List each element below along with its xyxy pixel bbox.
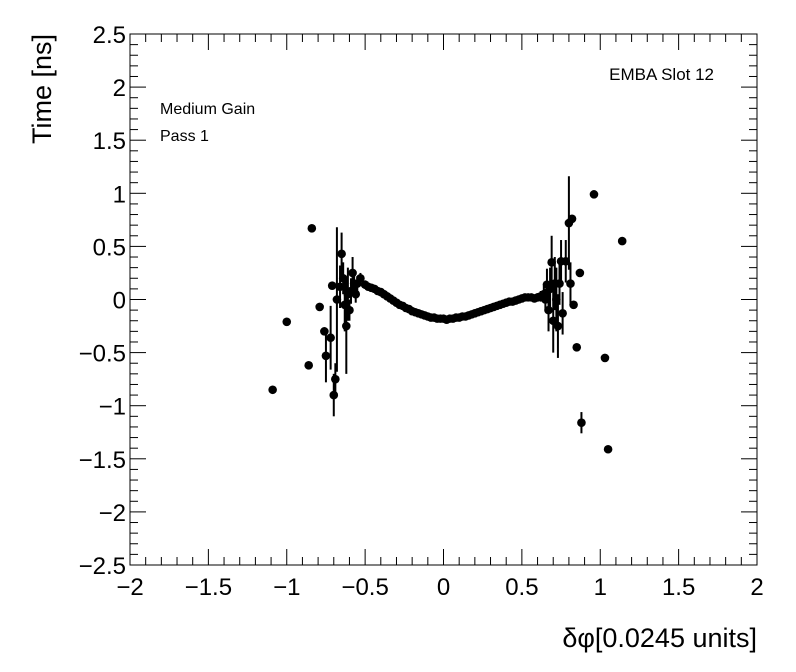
x-tick-label: 1.5 bbox=[662, 574, 695, 601]
y-tick-label: 1 bbox=[113, 181, 126, 208]
x-tick-label: 0 bbox=[437, 574, 450, 601]
data-point bbox=[617, 236, 627, 246]
data-point bbox=[331, 374, 340, 384]
data-point bbox=[329, 390, 339, 400]
data-point bbox=[544, 305, 553, 315]
data-point bbox=[337, 249, 346, 259]
data-point bbox=[345, 305, 354, 315]
y-tick-label: −1 bbox=[99, 394, 126, 421]
x-tick-label: −1.5 bbox=[185, 574, 232, 601]
data-point bbox=[327, 281, 337, 290]
data-points bbox=[268, 176, 627, 454]
data-point bbox=[553, 321, 563, 331]
x-tick-label: −2 bbox=[116, 574, 143, 601]
x-axis-title: δφ[0.0245 units] bbox=[562, 623, 757, 653]
data-point bbox=[348, 268, 357, 278]
y-tick-label: −0.5 bbox=[79, 341, 126, 368]
data-point bbox=[558, 309, 567, 318]
data-point bbox=[589, 190, 599, 199]
data-point bbox=[326, 333, 335, 343]
data-point bbox=[282, 317, 292, 327]
x-tick-label: −1 bbox=[273, 574, 300, 601]
data-point bbox=[572, 342, 582, 352]
y-tick-label: 0 bbox=[113, 288, 126, 315]
data-point bbox=[567, 214, 577, 224]
y-tick-label: −2 bbox=[99, 500, 126, 527]
axis-ticks bbox=[129, 33, 758, 566]
data-point bbox=[320, 327, 329, 336]
y-tick-label: −1.5 bbox=[79, 447, 126, 474]
data-point bbox=[342, 321, 351, 331]
data-point bbox=[321, 351, 331, 361]
y-axis-title: Time [ns] bbox=[27, 34, 57, 144]
axis-tick-labels: −2 −1.5 −1 −0.5 0 0.5 1 1.5 2−2.5−2−1.5−1−0.500.… bbox=[79, 22, 764, 601]
x-tick-label: 1 bbox=[594, 574, 607, 601]
data-point bbox=[307, 224, 317, 233]
gain-annotation: Medium Gain bbox=[160, 101, 255, 118]
y-tick-label: 1.5 bbox=[93, 128, 126, 155]
data-point bbox=[575, 268, 585, 278]
x-tick-label: 2 bbox=[750, 574, 763, 601]
data-point bbox=[268, 385, 277, 395]
data-point bbox=[555, 279, 564, 288]
data-point bbox=[315, 302, 324, 312]
x-tick-label: −0.5 bbox=[341, 574, 388, 601]
data-point bbox=[304, 361, 313, 370]
y-tick-label: 2 bbox=[113, 75, 126, 102]
pass-annotation: Pass 1 bbox=[160, 128, 209, 145]
data-point bbox=[351, 289, 361, 299]
data-point bbox=[356, 273, 365, 283]
data-point bbox=[569, 300, 578, 310]
y-tick-label: 2.5 bbox=[93, 22, 126, 49]
slot-annotation: EMBA Slot 12 bbox=[609, 65, 714, 84]
data-point bbox=[600, 353, 610, 363]
data-point bbox=[566, 279, 575, 288]
y-tick-label: 0.5 bbox=[93, 234, 126, 261]
data-point bbox=[603, 444, 613, 454]
data-point bbox=[577, 418, 586, 427]
y-tick-label: −2.5 bbox=[79, 553, 126, 580]
x-tick-label: 0.5 bbox=[505, 574, 538, 601]
